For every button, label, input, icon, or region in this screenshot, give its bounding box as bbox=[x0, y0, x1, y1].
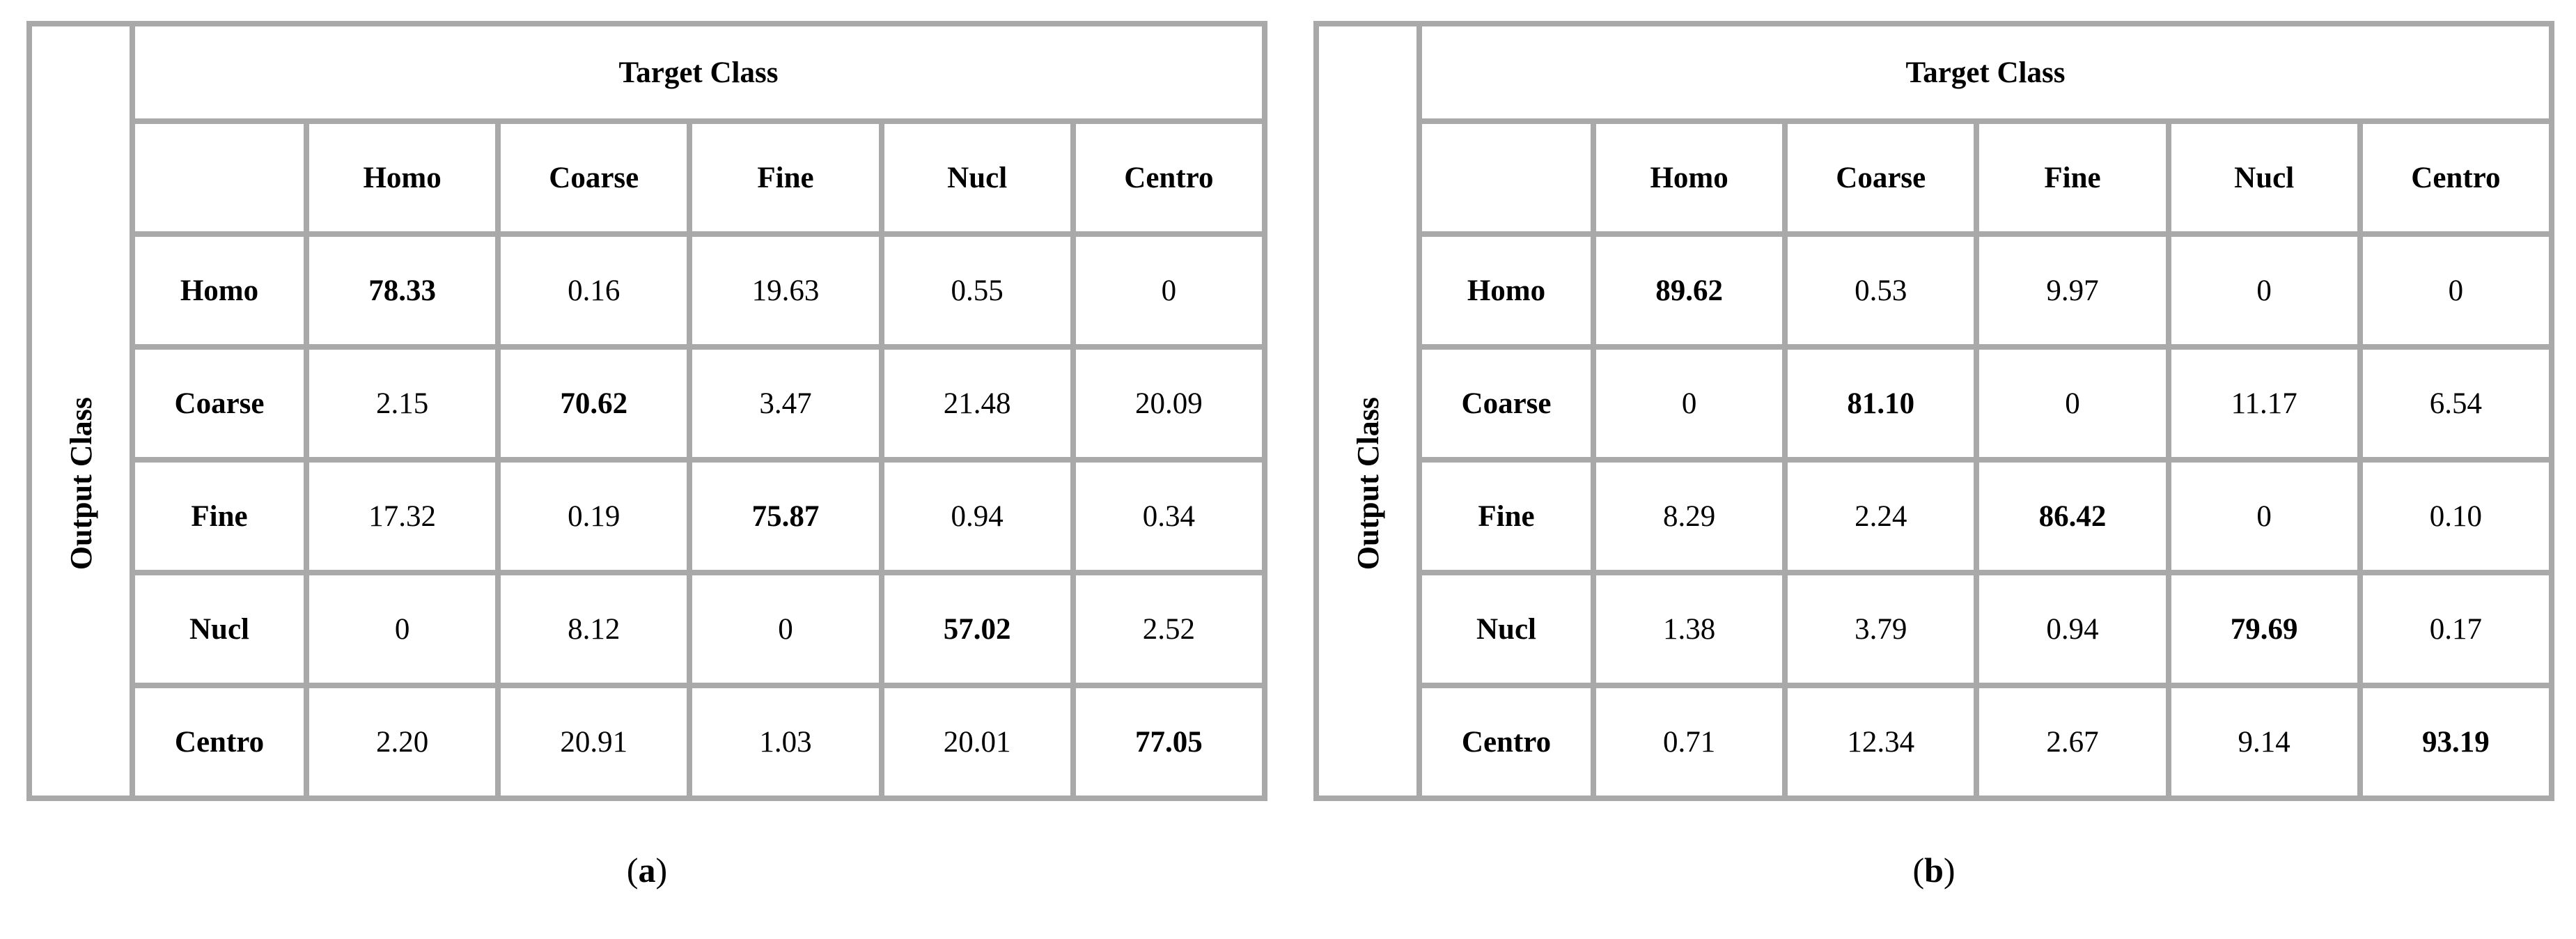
cell-diagonal: 57.02 bbox=[878, 570, 1076, 688]
caption-letter: b bbox=[1924, 851, 1944, 890]
cell: 20.91 bbox=[495, 683, 693, 801]
row-header: Homo bbox=[1416, 231, 1596, 350]
cell: 17.32 bbox=[303, 457, 501, 575]
col-header: Centro bbox=[2357, 118, 2555, 237]
col-header: Centro bbox=[1070, 118, 1268, 237]
corner-cell bbox=[130, 118, 309, 237]
row-header: Centro bbox=[130, 683, 309, 801]
col-header: Nucl bbox=[2165, 118, 2363, 237]
col-header: Fine bbox=[1974, 118, 2171, 237]
cell: 3.47 bbox=[687, 344, 884, 463]
cell-diagonal: 89.62 bbox=[1590, 231, 1788, 350]
col-header: Homo bbox=[303, 118, 501, 237]
cell: 3.79 bbox=[1782, 570, 1980, 688]
cell-diagonal: 81.10 bbox=[1782, 344, 1980, 463]
cell: 9.14 bbox=[2165, 683, 2363, 801]
caption-paren: ( bbox=[626, 851, 639, 890]
cell: 0.17 bbox=[2357, 570, 2555, 688]
cell-diagonal: 75.87 bbox=[687, 457, 884, 575]
row-header: Fine bbox=[1416, 457, 1596, 575]
panel-b: Output Class Target Class Homo Coarse Fi… bbox=[1313, 21, 2555, 801]
cell: 8.12 bbox=[495, 570, 693, 688]
cell: 2.15 bbox=[303, 344, 501, 463]
cell-diagonal: 93.19 bbox=[2357, 683, 2555, 801]
cell: 0 bbox=[1070, 231, 1268, 350]
cell-diagonal: 78.33 bbox=[303, 231, 501, 350]
target-class-label: Target Class bbox=[1416, 21, 2554, 124]
output-class-label: Output Class bbox=[63, 397, 98, 571]
cell: 2.24 bbox=[1782, 457, 1980, 575]
corner-cell bbox=[1416, 118, 1596, 237]
caption-paren: ) bbox=[1943, 851, 1956, 890]
cell-diagonal: 86.42 bbox=[1974, 457, 2171, 575]
cell: 9.97 bbox=[1974, 231, 2171, 350]
cell: 1.38 bbox=[1590, 570, 1788, 688]
col-header: Nucl bbox=[878, 118, 1076, 237]
output-class-label: Output Class bbox=[1350, 397, 1385, 571]
caption-paren: ) bbox=[655, 851, 668, 890]
cell-diagonal: 79.69 bbox=[2165, 570, 2363, 688]
cell: 0 bbox=[687, 570, 884, 688]
cell-diagonal: 70.62 bbox=[495, 344, 693, 463]
row-header: Centro bbox=[1416, 683, 1596, 801]
confusion-matrix-figure: Output Class Target Class Homo Coarse Fi… bbox=[26, 21, 2555, 801]
panel-a: Output Class Target Class Homo Coarse Fi… bbox=[26, 21, 1268, 801]
cell: 0.53 bbox=[1782, 231, 1980, 350]
cell: 0.34 bbox=[1070, 457, 1268, 575]
col-header: Homo bbox=[1590, 118, 1788, 237]
cell: 20.01 bbox=[878, 683, 1076, 801]
cell: 8.29 bbox=[1590, 457, 1788, 575]
caption-letter: a bbox=[638, 851, 656, 890]
output-class-axis-cell: Output Class bbox=[1313, 21, 1422, 801]
cell: 0.10 bbox=[2357, 457, 2555, 575]
confusion-matrix-a: Output Class Target Class Homo Coarse Fi… bbox=[26, 21, 1268, 801]
row-header: Homo bbox=[130, 231, 309, 350]
cell: 0.94 bbox=[878, 457, 1076, 575]
captions-row: (a) (b) bbox=[0, 850, 2576, 890]
caption-paren: ( bbox=[1912, 851, 1925, 890]
cell: 0 bbox=[2165, 231, 2363, 350]
cell: 0 bbox=[303, 570, 501, 688]
col-header: Coarse bbox=[1782, 118, 1980, 237]
cell: 12.34 bbox=[1782, 683, 1980, 801]
cell: 0.16 bbox=[495, 231, 693, 350]
col-header: Fine bbox=[687, 118, 884, 237]
cell: 11.17 bbox=[2165, 344, 2363, 463]
cell: 6.54 bbox=[2357, 344, 2555, 463]
row-header: Nucl bbox=[130, 570, 309, 688]
cell: 0 bbox=[2165, 457, 2363, 575]
cell: 2.67 bbox=[1974, 683, 2171, 801]
cell: 0.71 bbox=[1590, 683, 1788, 801]
cell: 0 bbox=[1590, 344, 1788, 463]
output-class-axis-cell: Output Class bbox=[26, 21, 135, 801]
cell: 0 bbox=[2357, 231, 2555, 350]
cell: 21.48 bbox=[878, 344, 1076, 463]
cell: 0.55 bbox=[878, 231, 1076, 350]
cell: 19.63 bbox=[687, 231, 884, 350]
row-header: Coarse bbox=[130, 344, 309, 463]
cell: 0.19 bbox=[495, 457, 693, 575]
caption-a: (a) bbox=[26, 850, 1267, 890]
cell: 2.52 bbox=[1070, 570, 1268, 688]
target-class-label: Target Class bbox=[130, 21, 1267, 124]
cell: 0.94 bbox=[1974, 570, 2171, 688]
cell: 2.20 bbox=[303, 683, 501, 801]
col-header: Coarse bbox=[495, 118, 693, 237]
caption-b: (b) bbox=[1313, 850, 2554, 890]
cell: 20.09 bbox=[1070, 344, 1268, 463]
cell: 1.03 bbox=[687, 683, 884, 801]
cell-diagonal: 77.05 bbox=[1070, 683, 1268, 801]
cell: 0 bbox=[1974, 344, 2171, 463]
row-header: Nucl bbox=[1416, 570, 1596, 688]
row-header: Fine bbox=[130, 457, 309, 575]
row-header: Coarse bbox=[1416, 344, 1596, 463]
confusion-matrix-b: Output Class Target Class Homo Coarse Fi… bbox=[1313, 21, 2555, 801]
